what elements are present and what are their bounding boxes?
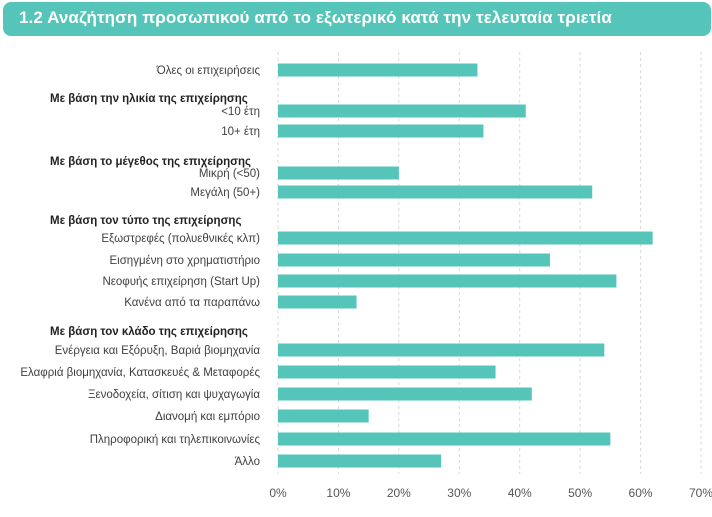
x-tick-label: 60% bbox=[629, 486, 653, 500]
bar bbox=[278, 454, 442, 468]
category-label: Διανομή και εμπόριο bbox=[155, 411, 260, 423]
x-tick-label: 20% bbox=[387, 486, 411, 500]
category-label: Όλες οι επιχειρήσεις bbox=[156, 65, 261, 77]
category-label: Εισηγμένη στο χρηματιστήριο bbox=[109, 255, 260, 267]
bar bbox=[278, 231, 653, 245]
chart-header: 1.2 Αναζήτηση προσωπικού από το εξωτερικ… bbox=[3, 2, 711, 36]
group-label: Με βάση τον τύπο της επιχείρησης bbox=[50, 215, 241, 227]
bar bbox=[278, 124, 484, 138]
bar bbox=[278, 253, 550, 267]
bar bbox=[278, 63, 478, 77]
category-label: Ξενοδοχεία, σίτιση και ψυχαγωγία bbox=[88, 389, 260, 401]
x-tick-label: 70% bbox=[689, 486, 712, 500]
bar bbox=[278, 387, 532, 401]
category-label: Ελαφριά βιομηχανία, Κατασκευές & Μεταφορ… bbox=[20, 367, 260, 379]
bar bbox=[278, 166, 399, 180]
bar bbox=[278, 295, 357, 309]
x-tick-label: 40% bbox=[508, 486, 532, 500]
category-label: Κανένα από τα παραπάνω bbox=[124, 297, 260, 309]
category-label: Μεγάλη (50+) bbox=[190, 187, 260, 199]
group-label: Με βάση την ηλικία της επιχείρησης bbox=[50, 93, 248, 105]
x-tick-label: 0% bbox=[269, 486, 287, 500]
group-label: Με βάση τον κλάδο της επιχείρησης bbox=[50, 326, 248, 338]
category-label: Εξωστρεφές (πολυεθνικές κλπ) bbox=[101, 233, 260, 245]
x-tick-label: 30% bbox=[447, 486, 471, 500]
bar bbox=[278, 185, 593, 199]
bar bbox=[278, 274, 617, 288]
bar bbox=[278, 104, 526, 118]
chart-title: 1.2 Αναζήτηση προσωπικού από το εξωτερικ… bbox=[19, 8, 612, 27]
category-label: <10 έτη bbox=[221, 106, 260, 118]
category-label: Νεοφυής επιχείρηση (Start Up) bbox=[102, 276, 260, 288]
category-label: Άλλο bbox=[235, 456, 260, 468]
bar bbox=[278, 409, 369, 423]
bar bbox=[278, 365, 496, 379]
x-tick-label: 10% bbox=[326, 486, 350, 500]
category-label: Πληροφορική και τηλεπικοινωνίες bbox=[90, 434, 261, 446]
category-label: 10+ έτη bbox=[221, 126, 260, 138]
bar bbox=[278, 432, 611, 446]
category-label: Μικρή (<50) bbox=[199, 168, 260, 180]
bar bbox=[278, 343, 605, 357]
category-label: Ενέργεια και Εξόρυξη, Βαριά βιομηχανία bbox=[55, 345, 261, 357]
x-tick-label: 50% bbox=[568, 486, 592, 500]
group-label: Με βάση το μέγεθος της επιχείρησης bbox=[50, 156, 251, 168]
